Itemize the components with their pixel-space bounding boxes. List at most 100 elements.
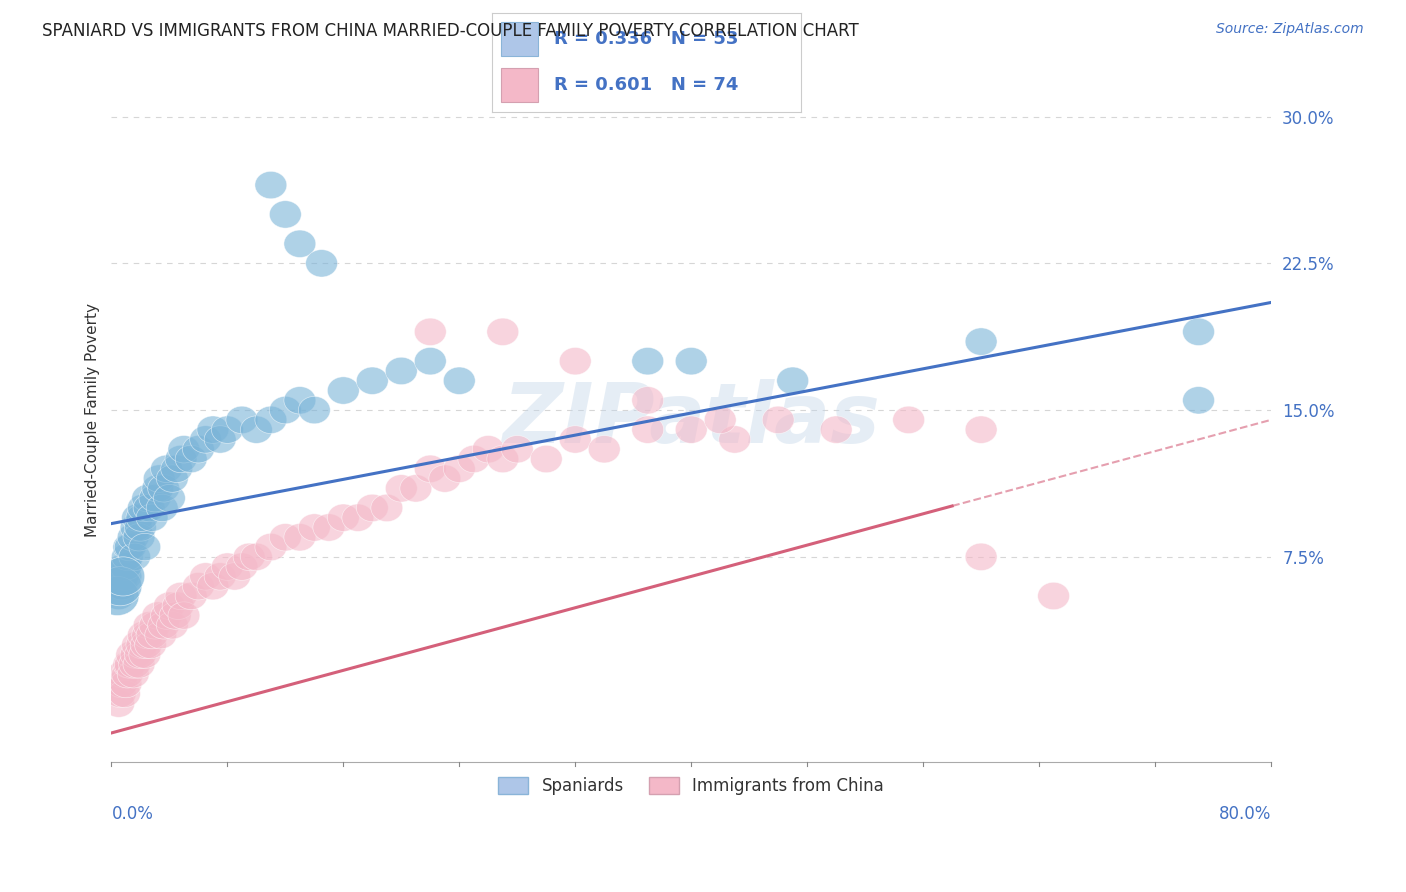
Ellipse shape (284, 386, 316, 414)
Ellipse shape (530, 445, 562, 473)
Ellipse shape (101, 557, 145, 596)
Text: ZIPatlas: ZIPatlas (502, 379, 880, 460)
Ellipse shape (142, 602, 174, 629)
Ellipse shape (305, 250, 337, 277)
Ellipse shape (385, 475, 418, 502)
Ellipse shape (150, 602, 183, 629)
Ellipse shape (110, 671, 142, 698)
Ellipse shape (675, 416, 707, 443)
Ellipse shape (114, 651, 146, 678)
Ellipse shape (105, 573, 138, 600)
Ellipse shape (108, 680, 141, 707)
Text: SPANIARD VS IMMIGRANTS FROM CHINA MARRIED-COUPLE FAMILY POVERTY CORRELATION CHAR: SPANIARD VS IMMIGRANTS FROM CHINA MARRIE… (42, 22, 859, 40)
Ellipse shape (162, 592, 194, 619)
Ellipse shape (156, 612, 188, 639)
Ellipse shape (153, 484, 186, 512)
Ellipse shape (148, 612, 180, 639)
Ellipse shape (122, 524, 155, 551)
Ellipse shape (226, 553, 257, 581)
Ellipse shape (135, 632, 166, 658)
Ellipse shape (143, 465, 176, 492)
Ellipse shape (103, 690, 135, 717)
Ellipse shape (134, 494, 165, 522)
Ellipse shape (342, 504, 374, 532)
Ellipse shape (104, 680, 136, 707)
Bar (502, 69, 538, 102)
Ellipse shape (111, 661, 143, 688)
Ellipse shape (1038, 582, 1070, 609)
Y-axis label: Married-Couple Family Poverty: Married-Couple Family Poverty (86, 303, 100, 537)
Ellipse shape (150, 455, 183, 483)
Ellipse shape (136, 504, 167, 532)
Ellipse shape (298, 514, 330, 541)
Ellipse shape (105, 671, 138, 698)
Ellipse shape (965, 543, 997, 571)
Ellipse shape (118, 651, 150, 678)
Ellipse shape (965, 328, 997, 355)
Ellipse shape (588, 435, 620, 463)
Ellipse shape (98, 566, 142, 606)
Ellipse shape (429, 465, 461, 492)
Ellipse shape (134, 612, 165, 639)
Ellipse shape (148, 475, 180, 502)
Ellipse shape (631, 386, 664, 414)
Ellipse shape (112, 533, 145, 561)
Ellipse shape (415, 348, 446, 375)
Ellipse shape (443, 455, 475, 483)
Ellipse shape (167, 602, 200, 629)
Ellipse shape (153, 592, 186, 619)
Ellipse shape (254, 533, 287, 561)
Ellipse shape (114, 533, 146, 561)
Ellipse shape (120, 514, 152, 541)
Ellipse shape (240, 543, 273, 571)
Ellipse shape (118, 543, 150, 571)
Ellipse shape (197, 573, 229, 600)
Ellipse shape (385, 358, 418, 384)
Ellipse shape (204, 425, 236, 453)
Ellipse shape (240, 416, 273, 443)
Ellipse shape (120, 641, 152, 668)
Ellipse shape (270, 396, 301, 424)
Ellipse shape (371, 494, 402, 522)
Ellipse shape (108, 553, 141, 581)
Ellipse shape (211, 416, 243, 443)
Ellipse shape (156, 465, 188, 492)
Ellipse shape (117, 524, 149, 551)
Ellipse shape (718, 425, 751, 453)
Ellipse shape (704, 406, 737, 434)
Text: R = 0.336   N = 53: R = 0.336 N = 53 (554, 30, 738, 48)
Ellipse shape (675, 348, 707, 375)
Text: 0.0%: 0.0% (111, 805, 153, 823)
Ellipse shape (132, 622, 163, 648)
Ellipse shape (131, 632, 162, 658)
Ellipse shape (111, 543, 143, 571)
Ellipse shape (122, 651, 155, 678)
Ellipse shape (458, 445, 489, 473)
Ellipse shape (270, 201, 301, 228)
Ellipse shape (211, 553, 243, 581)
Ellipse shape (560, 348, 591, 375)
Ellipse shape (399, 475, 432, 502)
Ellipse shape (314, 514, 344, 541)
Ellipse shape (190, 425, 222, 453)
Ellipse shape (328, 376, 360, 404)
Ellipse shape (165, 445, 197, 473)
Ellipse shape (110, 553, 142, 581)
Ellipse shape (226, 406, 257, 434)
Ellipse shape (631, 416, 664, 443)
Ellipse shape (107, 563, 139, 591)
Ellipse shape (121, 504, 153, 532)
Text: Source: ZipAtlas.com: Source: ZipAtlas.com (1216, 22, 1364, 37)
Ellipse shape (965, 416, 997, 443)
Ellipse shape (107, 661, 139, 688)
Ellipse shape (159, 602, 191, 629)
Ellipse shape (96, 576, 139, 615)
Ellipse shape (893, 406, 925, 434)
Ellipse shape (128, 622, 159, 648)
Ellipse shape (183, 573, 214, 600)
Ellipse shape (139, 484, 172, 512)
Ellipse shape (167, 435, 200, 463)
Ellipse shape (356, 367, 388, 394)
Ellipse shape (328, 504, 360, 532)
Ellipse shape (160, 455, 193, 483)
